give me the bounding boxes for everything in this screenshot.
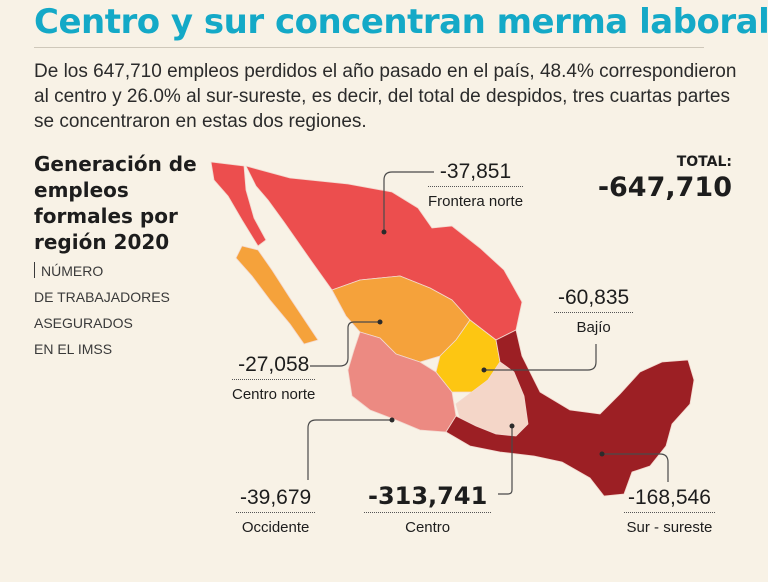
total-value: -647,710 [597,172,732,203]
region-value: -37,851 [428,160,524,187]
leader-dot [389,417,395,423]
label-frontera-norte: -37,851 Frontera norte [428,160,524,210]
sidebar-subtitle: NÚMERO DE TRABAJADORES ASEGURADOS EN EL … [34,258,194,362]
region-name: Bajío [576,319,611,336]
region-value: -168,546 [624,486,715,513]
subtitle-line: EN EL IMSS [34,341,113,357]
leader-line-frontera-norte [383,171,434,232]
headline: Centro y sur concentran merma laboral [34,2,768,42]
subtitle-bar [34,262,35,278]
region-name: Centro [405,519,451,536]
subtitle-line: DE TRABAJADORES [34,289,170,305]
subtitle-line: NÚMERO [34,258,194,284]
region-name: Sur - sureste [626,519,713,536]
leader-dot [599,451,605,457]
leader-line-bajio [484,344,597,371]
map-region-centro-norte-bcs [235,245,319,345]
label-centro: -313,741 Centro [364,482,492,536]
leader-dot [381,229,387,235]
region-name: Frontera norte [428,193,524,210]
region-value: -27,058 [232,353,316,380]
leader-dot [481,367,487,373]
lede-paragraph: De los 647,710 empleos perdidos el año p… [34,61,737,132]
label-occidente: -39,679 Occidente [236,486,316,536]
region-name: Occidente [241,519,310,536]
leader-dots [377,229,605,457]
leader-dot [509,423,515,429]
label-centro-norte: -27,058 Centro norte [232,353,316,403]
region-value: -39,679 [236,486,316,513]
title-rule [34,47,704,48]
leader-line-sur-sureste [602,453,669,482]
leader-line-centro-norte [310,321,380,367]
total-label: TOTAL: [676,154,732,170]
region-name: Centro norte [232,386,316,403]
label-bajio: -60,835 Bajío [554,286,634,336]
leader-line-occidente [307,419,392,480]
region-value: -60,835 [554,286,634,313]
sidebar-title: Generación de empleos formales por regió… [34,152,197,254]
leader-dot [377,319,383,325]
subtitle-line: ASEGURADOS [34,315,133,331]
leader-lines [307,171,669,495]
map-region-frontera-norte-baja [210,161,267,247]
label-sur-sureste: -168,546 Sur - sureste [624,486,715,536]
region-value: -313,741 [364,482,492,513]
leader-line-centro [498,426,513,495]
